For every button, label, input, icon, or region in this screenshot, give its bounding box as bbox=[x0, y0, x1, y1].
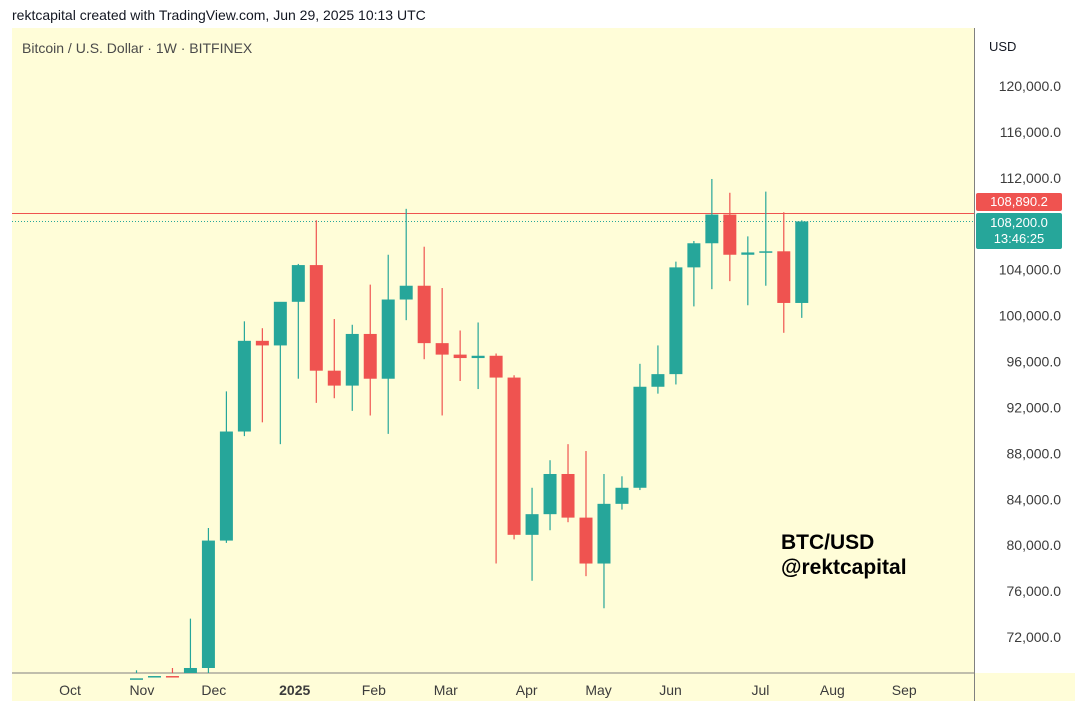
price-axis-background bbox=[974, 28, 1075, 673]
candle-body[interactable] bbox=[219, 431, 233, 541]
chart-watermark: BTC/USD @rektcapital bbox=[781, 530, 907, 580]
price-tick-label: 100,000.0 bbox=[999, 308, 1061, 324]
candle-body[interactable] bbox=[525, 514, 539, 535]
candle-body[interactable] bbox=[669, 267, 683, 375]
time-axis-background bbox=[12, 673, 1075, 701]
price-tick-label: 72,000.0 bbox=[1007, 629, 1062, 645]
candle-body[interactable] bbox=[345, 333, 359, 386]
candle-body[interactable] bbox=[130, 678, 143, 680]
watermark-handle: @rektcapital bbox=[781, 556, 907, 579]
currency-selector[interactable]: USD bbox=[978, 33, 1063, 60]
candle-body[interactable] bbox=[561, 473, 575, 518]
price-tick-label: 92,000.0 bbox=[1007, 399, 1062, 415]
candle-body[interactable] bbox=[687, 243, 701, 268]
price-tick-label: 116,000.0 bbox=[1000, 124, 1061, 140]
candle-body[interactable] bbox=[705, 214, 719, 244]
candle-body[interactable] bbox=[309, 265, 323, 371]
time-tick-label: Nov bbox=[129, 682, 154, 698]
plot-background bbox=[12, 28, 974, 673]
chart-attribution: rektcapital created with TradingView.com… bbox=[12, 7, 426, 23]
candle-body[interactable] bbox=[633, 386, 647, 488]
candle-body[interactable] bbox=[777, 251, 791, 303]
candle-body[interactable] bbox=[615, 487, 629, 504]
time-tick-label: Jun bbox=[659, 682, 682, 698]
candle-body[interactable] bbox=[435, 343, 449, 355]
price-tick-label: 80,000.0 bbox=[1007, 537, 1062, 553]
watermark-symbol: BTC/USD bbox=[781, 531, 875, 554]
candle-body[interactable] bbox=[417, 285, 431, 344]
time-tick-label: Mar bbox=[434, 682, 458, 698]
candle-body[interactable] bbox=[489, 355, 503, 378]
candle-body[interactable] bbox=[147, 676, 161, 678]
candle-body[interactable] bbox=[165, 676, 179, 678]
bar-countdown: 13:46:25 bbox=[993, 231, 1045, 246]
time-tick-label: May bbox=[585, 682, 611, 698]
candle-body[interactable] bbox=[291, 265, 305, 302]
high-level-price-tag: 108,890.2 bbox=[976, 193, 1062, 211]
candle-body[interactable] bbox=[399, 285, 413, 300]
candle-body[interactable] bbox=[453, 354, 467, 359]
candle-body[interactable] bbox=[201, 540, 215, 668]
price-tick-label: 88,000.0 bbox=[1007, 445, 1062, 461]
candle-body[interactable] bbox=[363, 333, 377, 379]
candle-body[interactable] bbox=[273, 301, 287, 346]
candlestick-chart[interactable]: 72,000.0 76,000.0 80,000.0 84,000.0 88,000.0… bbox=[12, 28, 1075, 701]
price-tick-label: 120,000.0 bbox=[999, 78, 1061, 94]
time-tick-label: Feb bbox=[362, 682, 386, 698]
candle-body[interactable] bbox=[183, 667, 197, 673]
price-tick-label: 96,000.0 bbox=[1007, 354, 1062, 370]
candle-body[interactable] bbox=[759, 251, 773, 253]
time-tick-label: Dec bbox=[201, 682, 226, 698]
candle-body[interactable] bbox=[723, 214, 737, 255]
price-tick-label: 112,000.0 bbox=[1000, 170, 1061, 186]
symbol-label: Bitcoin / U.S. Dollar · 1W · BITFINEX bbox=[22, 40, 253, 56]
price-tick-label: 76,000.0 bbox=[1007, 583, 1062, 599]
candle-body[interactable] bbox=[471, 355, 485, 359]
candle-body[interactable] bbox=[795, 221, 809, 303]
time-tick-label: Sep bbox=[892, 682, 917, 698]
candle-body[interactable] bbox=[741, 252, 755, 255]
price-tick-label: 104,000.0 bbox=[999, 262, 1061, 278]
last-price-value: 108,200.0 bbox=[990, 215, 1048, 230]
candle-body[interactable] bbox=[327, 370, 341, 386]
time-tick-label: 2025 bbox=[279, 682, 310, 698]
candle-body[interactable] bbox=[597, 503, 611, 564]
candle-body[interactable] bbox=[381, 299, 395, 379]
candle-body[interactable] bbox=[255, 340, 269, 346]
candle-body[interactable] bbox=[651, 374, 665, 387]
candle-body[interactable] bbox=[543, 473, 557, 515]
candle-body[interactable] bbox=[507, 377, 521, 535]
last-price-tag: 108,200.0 13:46:25 bbox=[976, 213, 1062, 249]
time-tick-label: Jul bbox=[751, 682, 769, 698]
candle-body[interactable] bbox=[579, 517, 593, 564]
time-tick-label: Aug bbox=[820, 682, 845, 698]
price-tick-label: 84,000.0 bbox=[1007, 491, 1062, 507]
candle-body[interactable] bbox=[237, 340, 251, 432]
time-tick-label: Apr bbox=[516, 682, 538, 698]
time-tick-label: Oct bbox=[59, 682, 81, 698]
